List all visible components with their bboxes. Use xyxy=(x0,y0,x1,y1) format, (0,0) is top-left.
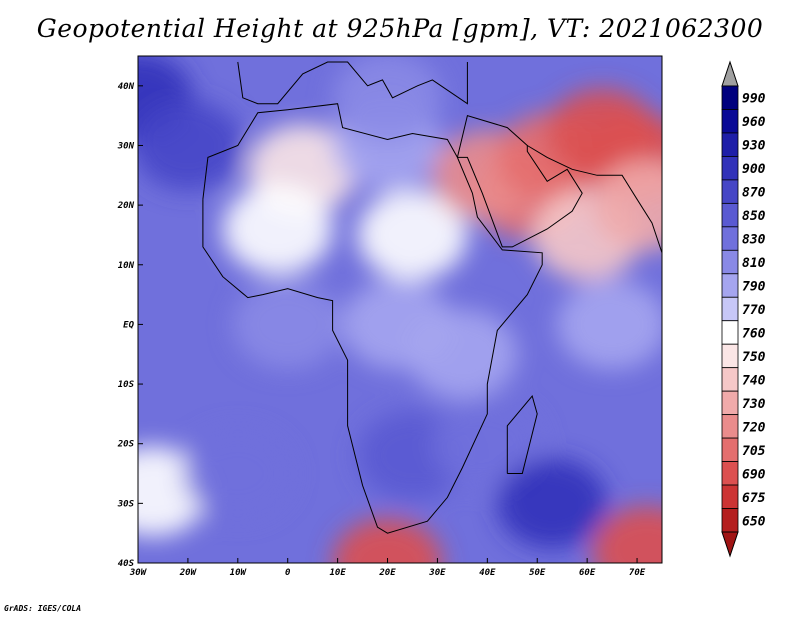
x-tick-label: 0 xyxy=(285,568,291,578)
chart-title: Geopotential Height at 925hPa [gpm], VT:… xyxy=(36,14,764,43)
colorbar-swatch xyxy=(721,296,739,322)
y-tick-label: 20S xyxy=(117,440,135,450)
field-sudan-low xyxy=(357,189,468,280)
field-southern-ocean-trough-2 xyxy=(592,506,662,563)
colorbar-swatch xyxy=(721,390,739,416)
colorbar-swatch xyxy=(721,109,739,134)
y-tick-label: 10N xyxy=(118,261,135,271)
colorbar-swatch xyxy=(721,226,739,251)
colorbar-label: 730 xyxy=(742,397,766,412)
colorbar-label: 900 xyxy=(742,162,766,177)
x-tick-label: 10W xyxy=(230,568,248,578)
coastline-3 xyxy=(237,61,468,105)
x-tick-label: 70E xyxy=(629,568,646,578)
colorbar-swatch xyxy=(721,343,739,369)
field-east-indian-ocean xyxy=(557,279,662,370)
plot-frame xyxy=(137,55,663,564)
x-axis: 30W 20W 10W 0 10E 20E 30E 40E 50E 60E 70E xyxy=(129,558,646,578)
colorbar-label: 720 xyxy=(742,420,766,435)
colorbar-label: 675 xyxy=(742,491,766,506)
y-tick-label: 10S xyxy=(118,380,135,390)
coastline-2 xyxy=(456,114,583,248)
colorbar-top-arrow xyxy=(721,60,739,87)
field-southern-ocean-trough-1 xyxy=(332,518,443,563)
coastline-1 xyxy=(506,394,538,474)
colorbar-swatch xyxy=(721,320,739,345)
colorbar-swatch xyxy=(721,132,739,157)
x-tick-label: 20W xyxy=(179,568,198,578)
field-mozambique-channel xyxy=(432,398,543,489)
colorbar-swatch xyxy=(721,461,739,486)
colorbar-label: 930 xyxy=(742,139,766,154)
geopotential-field xyxy=(138,56,662,563)
field-guinea-gulf xyxy=(232,279,343,370)
field-west-africa-low xyxy=(222,183,333,274)
colorbar-swatch xyxy=(721,367,739,392)
colorbar-label: 770 xyxy=(742,303,766,318)
y-axis: 40N 30N 20N 10N EQ 10S 20S 30S 40S xyxy=(117,82,143,569)
field-india-low xyxy=(592,160,662,251)
colorbar-label: 810 xyxy=(742,256,766,271)
coastline-4 xyxy=(527,145,662,253)
colorbar-swatch xyxy=(721,508,739,533)
colorbar-label: 960 xyxy=(742,115,766,130)
x-tick-label: 40E xyxy=(479,568,496,578)
coastlines-and-borders xyxy=(202,61,662,534)
colorbar-swatch xyxy=(721,179,739,204)
colorbar-swatch xyxy=(721,156,739,181)
colorbar-label: 870 xyxy=(742,186,766,201)
coastline-0 xyxy=(202,103,543,534)
colorbar: 990 960 930 900 870 850 830 810 790 770 760 750 740 7… xyxy=(721,60,766,558)
colorbar-swatch xyxy=(721,414,739,439)
field-south-atlantic-rim xyxy=(182,428,293,519)
colorbar-swatch xyxy=(721,249,739,275)
colorbar-swatch xyxy=(721,273,739,298)
field-north-atlantic-low-gradient xyxy=(138,100,243,191)
y-tick-label: 30N xyxy=(117,141,135,151)
colorbar-bottom-arrow xyxy=(721,531,739,558)
x-tick-label: 60E xyxy=(579,568,596,578)
colorbar-swatch xyxy=(721,484,739,509)
y-tick-label: 20N xyxy=(117,201,135,211)
y-tick-label: 40S xyxy=(118,559,135,569)
y-tick-label: 30S xyxy=(117,499,135,509)
x-tick-label: 30W xyxy=(129,568,148,578)
colorbar-swatch xyxy=(721,437,739,462)
colorbar-label: 690 xyxy=(742,467,766,482)
colorbar-swatch xyxy=(721,202,739,228)
colorbar-label: 990 xyxy=(742,92,766,107)
grads-credit: GrADS: IGES/COLA xyxy=(4,604,82,613)
colorbar-swatch xyxy=(721,85,739,110)
colorbar-label: 705 xyxy=(742,444,766,459)
colorbar-label: 740 xyxy=(742,373,766,388)
colorbar-label: 650 xyxy=(742,514,766,529)
y-tick-label: 40N xyxy=(118,82,135,92)
field-east-africa xyxy=(407,309,518,400)
x-tick-label: 20E xyxy=(378,568,396,578)
x-tick-label: 30E xyxy=(428,568,446,578)
colorbar-label: 830 xyxy=(742,233,766,248)
field-indian-ocean-high xyxy=(497,458,608,549)
colorbar-label: 760 xyxy=(742,326,766,341)
y-tick-label: EQ xyxy=(123,320,134,330)
colorbar-label: 850 xyxy=(742,209,766,224)
x-tick-label: 10E xyxy=(329,568,346,578)
colorbar-label: 790 xyxy=(742,280,766,295)
x-tick-label: 50E xyxy=(529,568,546,578)
field-mediterranean xyxy=(332,56,443,143)
colorbar-label: 750 xyxy=(742,350,766,365)
